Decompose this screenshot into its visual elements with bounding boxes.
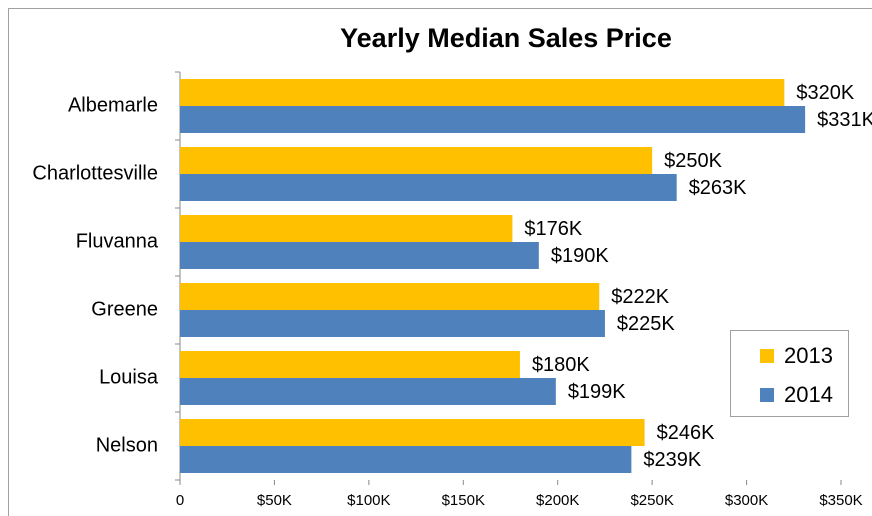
y-tick-label: Louisa: [99, 366, 159, 388]
y-tick-label: Charlottesville: [32, 162, 158, 184]
bar: [180, 215, 513, 242]
bar: [180, 378, 556, 405]
value-label: $222K: [611, 286, 669, 308]
bar: [180, 351, 520, 378]
value-label: $239K: [643, 449, 701, 471]
legend-label: 2013: [784, 343, 833, 368]
value-label: $331K: [817, 109, 872, 131]
bar: [180, 283, 600, 310]
bar: [180, 419, 645, 446]
legend-swatch: [760, 388, 774, 402]
x-tick-label: $100K: [347, 492, 390, 509]
value-label: $176K: [524, 218, 582, 240]
legend-label: 2014: [784, 382, 833, 407]
value-label: $199K: [568, 381, 626, 403]
bar: [180, 242, 539, 269]
x-tick-label: $250K: [630, 492, 673, 509]
y-tick-label: Albemarle: [68, 94, 158, 116]
legend-box: [730, 330, 849, 417]
value-label: $320K: [796, 82, 854, 104]
value-label: $263K: [689, 177, 747, 199]
value-label: $190K: [551, 245, 609, 267]
bar: [180, 79, 785, 106]
legend-swatch: [760, 349, 774, 363]
value-label: $180K: [532, 354, 590, 376]
x-tick-label: 0: [176, 492, 184, 509]
chart-title: Yearly Median Sales Price: [340, 23, 672, 53]
bar: [180, 147, 653, 174]
y-tick-label: Fluvanna: [76, 230, 159, 252]
bar: [180, 446, 632, 473]
bar: [180, 106, 806, 133]
x-tick-label: $350K: [819, 492, 862, 509]
value-label: $246K: [657, 422, 715, 444]
x-tick-label: $300K: [725, 492, 768, 509]
y-tick-label: Nelson: [96, 434, 158, 456]
bar: [180, 174, 677, 201]
y-tick-label: Greene: [91, 298, 158, 320]
value-label: $225K: [617, 313, 675, 335]
value-label: $250K: [664, 150, 722, 172]
x-tick-label: $200K: [536, 492, 579, 509]
bar: [180, 310, 605, 337]
x-tick-label: $50K: [257, 492, 292, 509]
x-tick-label: $150K: [442, 492, 485, 509]
